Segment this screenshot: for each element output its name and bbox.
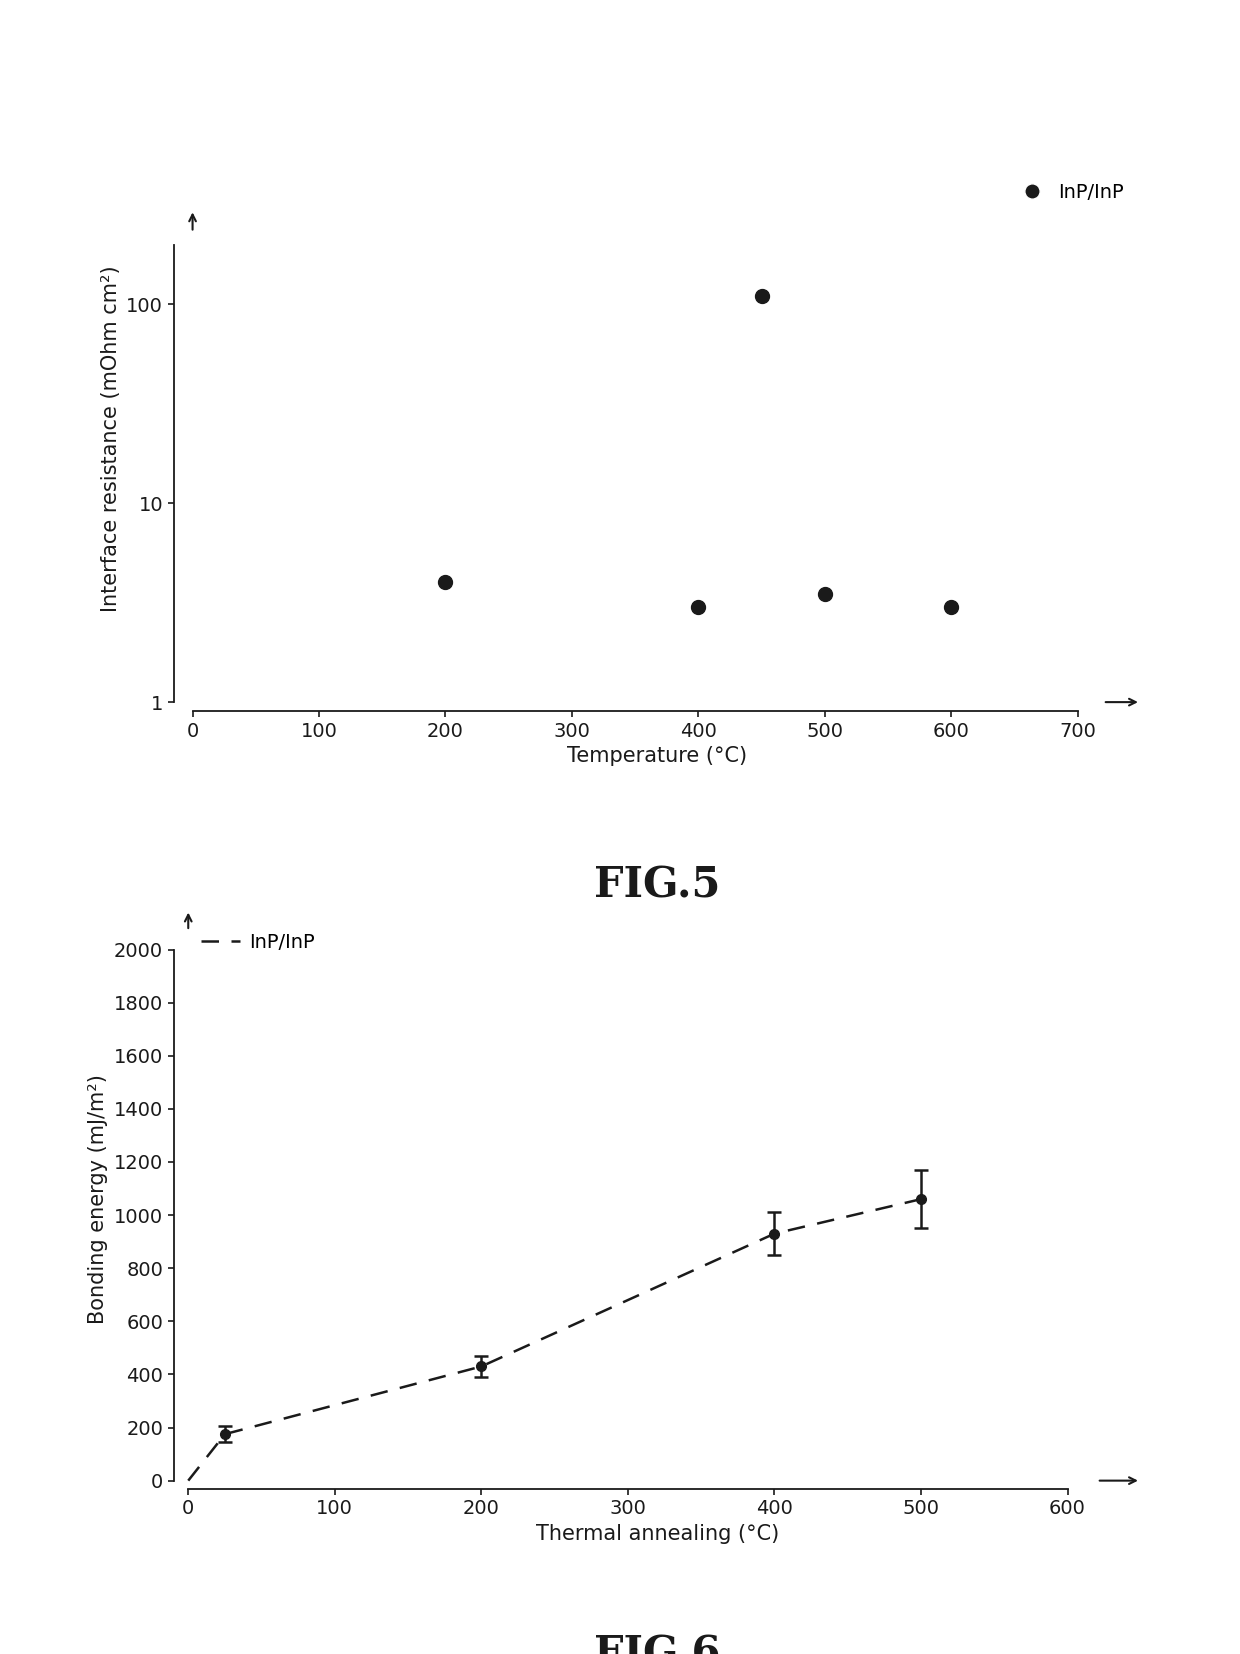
Legend: InP/InP: InP/InP xyxy=(193,925,322,959)
Text: FIG.5: FIG.5 xyxy=(594,863,720,906)
Y-axis label: Interface resistance (mOhm cm²): Interface resistance (mOhm cm²) xyxy=(100,265,120,612)
Y-axis label: Bonding energy (mJ/m²): Bonding energy (mJ/m²) xyxy=(88,1073,108,1325)
X-axis label: Thermal annealing (°C): Thermal annealing (°C) xyxy=(536,1523,779,1543)
Point xyxy=(751,283,771,309)
Point xyxy=(815,581,835,607)
X-axis label: Temperature (°C): Temperature (°C) xyxy=(567,746,748,766)
Point xyxy=(688,594,708,620)
Point xyxy=(435,569,455,595)
Text: FIG.6: FIG.6 xyxy=(594,1634,720,1654)
Legend: InP/InP: InP/InP xyxy=(1006,175,1131,210)
Point xyxy=(941,594,961,620)
